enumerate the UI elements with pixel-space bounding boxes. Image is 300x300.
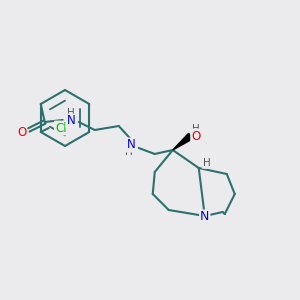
Text: Cl: Cl [55, 122, 67, 134]
Polygon shape [173, 133, 193, 150]
Text: N: N [200, 211, 209, 224]
Text: H: H [67, 108, 75, 118]
Text: H: H [192, 124, 200, 134]
Text: N: N [126, 139, 135, 152]
Text: O: O [17, 125, 26, 139]
Text: N: N [66, 115, 75, 128]
Text: H: H [203, 158, 211, 168]
Text: O: O [191, 130, 200, 142]
Text: H: H [125, 147, 133, 157]
